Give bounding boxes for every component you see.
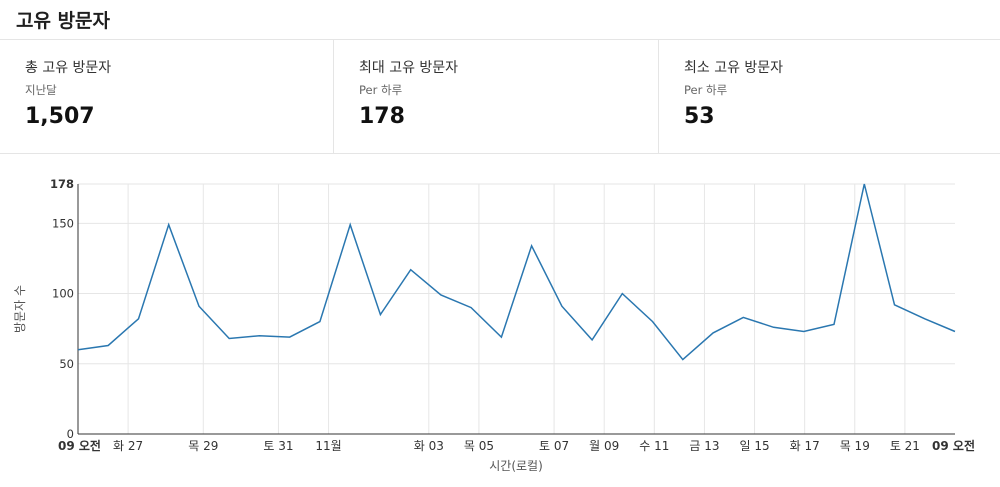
x-axis-ticks: 09 오전 화 27 목 29 토 31 11월 화 03 목 05 토 07 월 09 수 11… [58, 438, 975, 453]
chart-grid [78, 183, 955, 434]
stat-sublabel: Per 하루 [684, 83, 728, 97]
x-tick-label: 목 29 [188, 439, 218, 453]
visitors-line-chart: 0 50 100 150 178 09 오전 화 27 목 29 토 31 11월 화 03 목 0… [13, 177, 975, 473]
stat-label: 총 고유 방문자 [25, 60, 112, 76]
x-tick-label: 11월 [315, 439, 341, 453]
x-tick-label: 09 오전 [932, 438, 975, 453]
x-tick-label: 월 09 [589, 439, 619, 453]
x-tick-label: 금 13 [689, 439, 719, 453]
x-tick-label: 목 05 [464, 439, 494, 453]
stats-row: 총 고유 방문자 지난달 1,507 최대 고유 방문자 Per 하루 178 … [0, 40, 1000, 153]
x-tick-label: 화 27 [113, 439, 143, 453]
x-tick-label: 일 15 [739, 439, 769, 453]
x-tick-label: 토 07 [539, 439, 569, 453]
stat-sublabel: 지난달 [25, 83, 57, 97]
x-tick-label: 화 17 [790, 439, 820, 453]
y-tick-label: 100 [52, 287, 74, 301]
y-tick-label: 50 [59, 357, 74, 371]
y-tick-label: 178 [50, 177, 74, 191]
stat-max-unique-visitors: 최대 고유 방문자 Per 하루 178 [334, 40, 659, 153]
y-axis-ticks: 0 50 100 150 178 [50, 177, 74, 441]
x-tick-label: 수 11 [639, 439, 669, 453]
y-tick-label: 150 [52, 216, 74, 230]
x-tick-label: 09 오전 [58, 438, 101, 453]
x-tick-label: 목 19 [840, 439, 870, 453]
stat-value: 1,507 [25, 104, 95, 129]
y-axis-label: 방문자 수 [13, 285, 27, 333]
stat-total-unique-visitors: 총 고유 방문자 지난달 1,507 [0, 40, 334, 153]
chart-axes [77, 184, 955, 435]
stat-min-unique-visitors: 최소 고유 방문자 Per 하루 53 [659, 40, 1000, 153]
x-tick-label: 토 21 [890, 439, 920, 453]
stat-sublabel: Per 하루 [359, 83, 403, 97]
x-axis-label: 시간(로컬) [489, 459, 543, 473]
stat-label: 최대 고유 방문자 [359, 60, 459, 76]
series-line [77, 183, 956, 361]
header-divider [0, 39, 1000, 40]
y-tick-label: 0 [67, 427, 74, 441]
page-title: 고유 방문자 [16, 10, 111, 32]
stat-value: 53 [684, 104, 715, 129]
stat-value: 178 [359, 104, 405, 129]
x-tick-label: 화 03 [414, 439, 444, 453]
stats-divider [0, 153, 1000, 154]
stat-label: 최소 고유 방문자 [684, 60, 784, 76]
x-tick-label: 토 31 [263, 439, 293, 453]
